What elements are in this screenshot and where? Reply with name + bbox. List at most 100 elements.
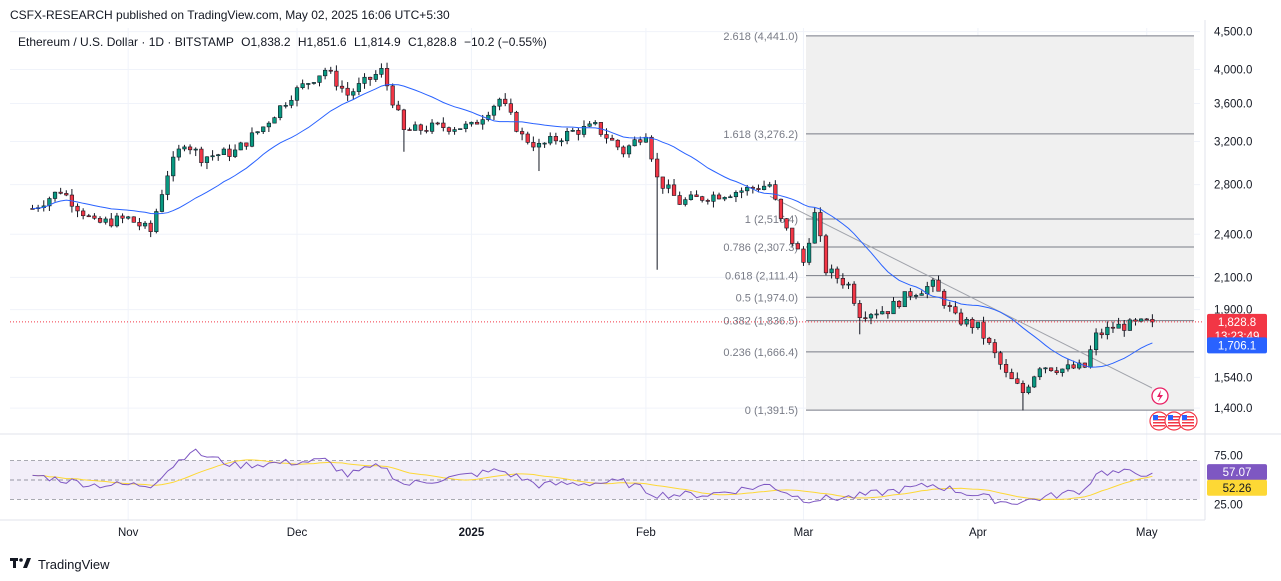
candle-body — [1110, 326, 1116, 329]
candle — [187, 144, 193, 155]
candle — [897, 300, 902, 309]
time-axis[interactable]: Nov Dec 2025 Feb Mar Apr May — [0, 519, 1205, 539]
close-value: C1,828.8 — [408, 35, 457, 49]
candle-body — [1144, 318, 1149, 321]
tradingview-logo-icon — [10, 556, 32, 572]
candle-body — [373, 74, 378, 80]
candle — [761, 180, 767, 191]
open-value: O1,838.2 — [241, 35, 291, 49]
candle-body — [761, 185, 767, 190]
candle-body — [452, 129, 457, 132]
rsi-line — [32, 448, 1153, 505]
candle — [531, 136, 536, 152]
candle-body — [216, 154, 221, 157]
price-tick-label: 3,600.0 — [1214, 99, 1252, 111]
candle-body — [992, 342, 997, 354]
flag-canton — [1168, 415, 1173, 420]
candle — [1077, 359, 1082, 370]
candle-body — [1077, 362, 1082, 369]
candle — [424, 125, 429, 134]
rsi-value-badge: 57.07 — [1207, 464, 1267, 481]
candle — [193, 147, 198, 157]
candle-body — [244, 142, 249, 147]
candle — [148, 220, 153, 238]
rsi-value-badge-bg — [1207, 464, 1267, 481]
candle — [801, 246, 806, 266]
candle — [666, 179, 671, 194]
candle-body — [846, 283, 851, 286]
candle — [351, 88, 356, 100]
candle — [86, 213, 91, 218]
candle-body — [126, 216, 131, 219]
candle-body — [407, 129, 412, 131]
trendline[interactable] — [769, 195, 1153, 389]
candle-body — [930, 279, 936, 287]
candle — [1015, 372, 1020, 385]
candle — [728, 194, 733, 199]
candle-body — [722, 197, 727, 200]
rsi-pane — [10, 448, 1200, 505]
flag-stripe — [1153, 419, 1165, 421]
candle — [891, 297, 896, 315]
candle-body — [429, 122, 435, 132]
candle — [565, 127, 570, 145]
price-axis[interactable]: 4,500.0 4,000.0 3,600.0 3,200.0 2,800.0 2,400… — [1204, 20, 1252, 520]
candle-body — [1139, 318, 1144, 322]
candle-body — [745, 186, 750, 192]
candle — [1020, 380, 1026, 411]
candle — [109, 212, 114, 228]
flag-stripe — [1168, 416, 1180, 418]
symbol-legend: Ethereum / U.S. Dollar · 1D · BITSTAMP O… — [18, 35, 551, 49]
fib-level-label: 1 (2,516.4) — [745, 214, 798, 226]
candle — [1060, 368, 1065, 377]
candle — [446, 126, 452, 135]
candle-body — [446, 127, 452, 132]
candle — [1099, 328, 1104, 339]
candle-body — [801, 248, 806, 263]
candle-body — [778, 198, 784, 219]
price-tick-label: 1,400.0 — [1214, 403, 1252, 415]
candle-body — [1037, 368, 1042, 378]
fib-level-label: 1.618 (3,276.2) — [723, 129, 798, 141]
candle-body — [103, 218, 108, 223]
candle — [784, 218, 789, 231]
candle — [852, 281, 857, 306]
candle — [255, 131, 260, 135]
candle — [311, 82, 316, 85]
candle — [64, 190, 69, 197]
time-tick-label: Mar — [794, 527, 814, 539]
candle-body — [379, 68, 384, 75]
candle — [278, 105, 283, 121]
candle — [131, 216, 136, 223]
candle-body — [998, 352, 1003, 365]
candle — [992, 338, 997, 359]
candle — [722, 196, 727, 202]
candle — [266, 121, 271, 133]
candle — [396, 100, 401, 111]
candle-body — [232, 149, 238, 157]
symbol-name[interactable]: Ethereum / U.S. Dollar · 1D · BITSTAMP — [18, 35, 234, 49]
candle — [1122, 320, 1127, 337]
candle-body — [987, 337, 992, 343]
candle — [975, 321, 981, 330]
candle — [857, 300, 862, 335]
candle-body — [1020, 383, 1026, 394]
candle-body — [165, 175, 170, 195]
candle — [818, 207, 823, 242]
candle-body — [700, 196, 705, 201]
candle-body — [1071, 364, 1076, 369]
candle — [199, 146, 204, 167]
candle-body — [390, 85, 395, 106]
candle-body — [548, 136, 553, 144]
candle — [345, 82, 350, 101]
candle — [885, 311, 890, 319]
candle-body — [587, 123, 592, 127]
flag-stripe — [1182, 422, 1194, 424]
candle-body — [874, 313, 879, 316]
candle-body — [187, 146, 193, 151]
fib-level-label: 0.618 (2,111.4) — [725, 271, 798, 283]
fib-level-label: 0.786 (2,307.3) — [723, 242, 798, 254]
candle — [182, 144, 187, 152]
candle — [542, 142, 547, 148]
